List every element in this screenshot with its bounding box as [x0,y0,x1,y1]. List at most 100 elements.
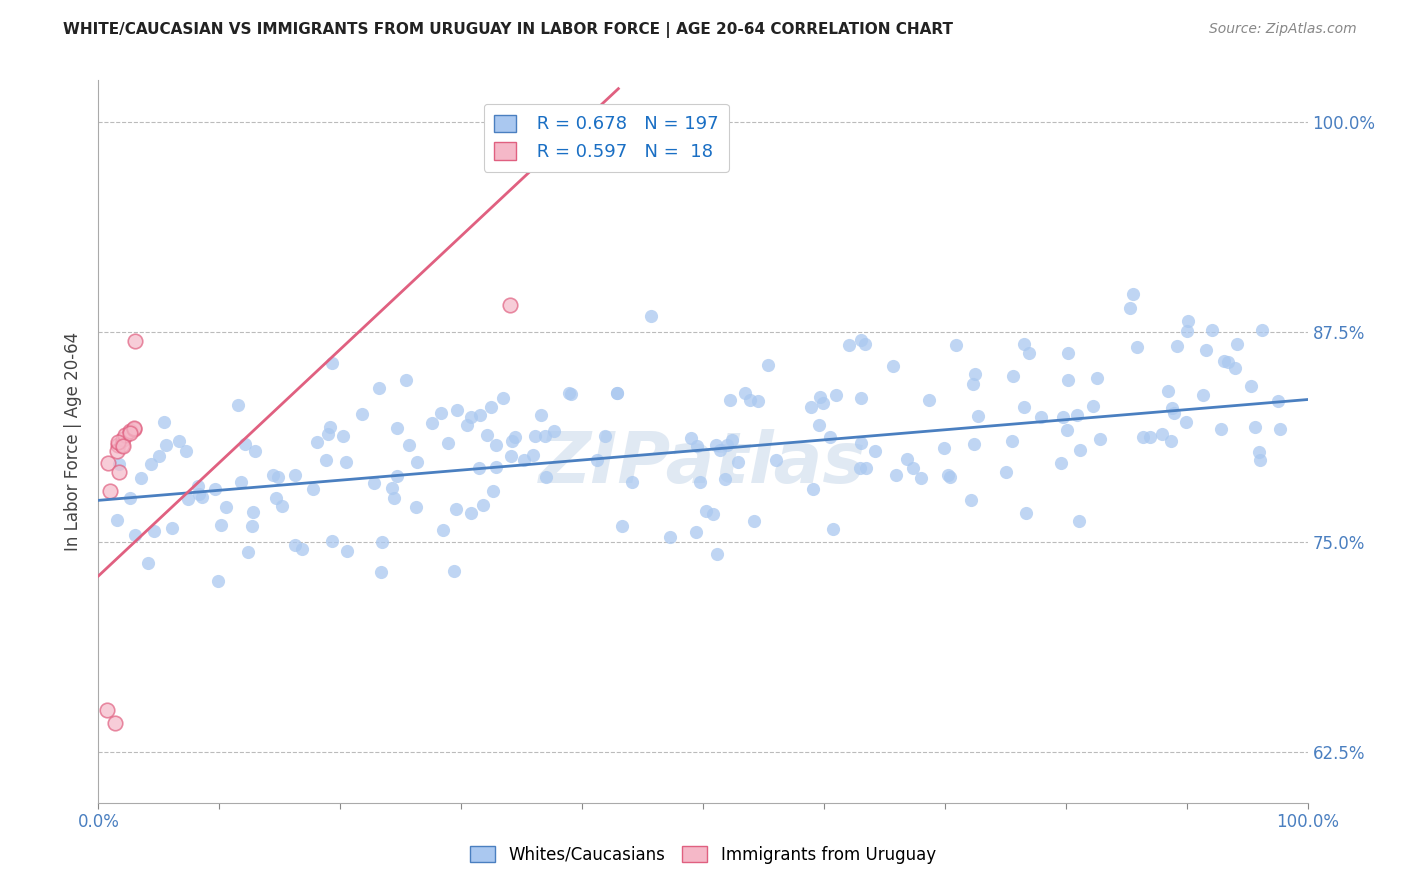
Point [114,427,136,442]
Point [266,470,288,484]
Point [444,502,467,516]
Point [176,492,198,507]
Point [477,428,499,442]
Point [107,457,129,471]
Point [945,338,967,352]
Point [215,500,238,514]
Point [307,434,329,449]
Point [821,522,844,536]
Point [533,429,555,443]
Legend: Whites/Caucasians, Immigrants from Uruguay: Whites/Caucasians, Immigrants from Urugu… [464,839,942,871]
Point [153,416,176,430]
Point [290,541,312,556]
Point [963,437,986,451]
Point [1212,354,1234,368]
Point [811,396,834,410]
Point [824,387,846,401]
Point [479,400,502,414]
Point [702,507,724,521]
Point [524,429,547,443]
Point [207,574,229,588]
Point [446,402,468,417]
Point [491,391,513,405]
Point [112,433,135,447]
Point [456,418,478,433]
Point [187,478,209,492]
Point [714,473,737,487]
Point [370,535,392,549]
Point [148,450,170,464]
Point [1067,514,1090,528]
Point [209,517,232,532]
Point [316,426,339,441]
Point [1175,324,1198,338]
Point [155,438,177,452]
Point [105,513,128,527]
Point [849,460,872,475]
Point [1174,415,1197,429]
Point [621,475,644,489]
Point [187,487,209,501]
Point [1029,410,1052,425]
Point [124,422,146,436]
Point [1066,408,1088,422]
Point [709,443,731,458]
Point [965,368,987,382]
Point [758,359,780,373]
Point [1126,340,1149,354]
Point [1166,339,1188,353]
Point [111,439,134,453]
Point [560,387,582,401]
Point [263,468,285,483]
Point [482,483,505,498]
Point [1251,323,1274,337]
Point [1001,369,1024,384]
Point [1157,384,1180,398]
Point [468,409,491,423]
Point [437,436,460,450]
Point [336,543,359,558]
Point [1216,354,1239,368]
Point [370,566,392,580]
Point [612,518,634,533]
Point [849,391,872,405]
Point [384,491,406,505]
Text: Source: ZipAtlas.com: Source: ZipAtlas.com [1209,22,1357,37]
Point [884,467,907,482]
Point [903,460,925,475]
Point [1195,343,1218,357]
Point [593,429,616,443]
Point [174,444,197,458]
Point [420,416,443,430]
Point [808,391,831,405]
Point [120,424,142,438]
Legend:  R = 0.678   N = 197,  R = 0.597   N =  18: R = 0.678 N = 197, R = 0.597 N = 18 [484,103,728,172]
Point [1150,427,1173,442]
Point [264,491,287,505]
Point [120,491,142,505]
Point [1069,442,1091,457]
Point [734,385,756,400]
Point [124,421,146,435]
Point [522,448,544,462]
Point [640,310,662,324]
Point [706,547,728,561]
Point [107,435,129,450]
Point [1249,445,1271,459]
Point [501,434,523,448]
Point [485,459,508,474]
Point [107,438,129,452]
Point [367,381,389,395]
Point [1240,379,1263,393]
Point [1085,371,1108,385]
Point [1014,337,1036,351]
Point [882,359,904,373]
Point [243,444,266,458]
Point [585,452,607,467]
Point [318,420,340,434]
Point [143,524,166,539]
Point [284,538,307,552]
Point [228,399,250,413]
Point [468,460,491,475]
Point [738,393,761,408]
